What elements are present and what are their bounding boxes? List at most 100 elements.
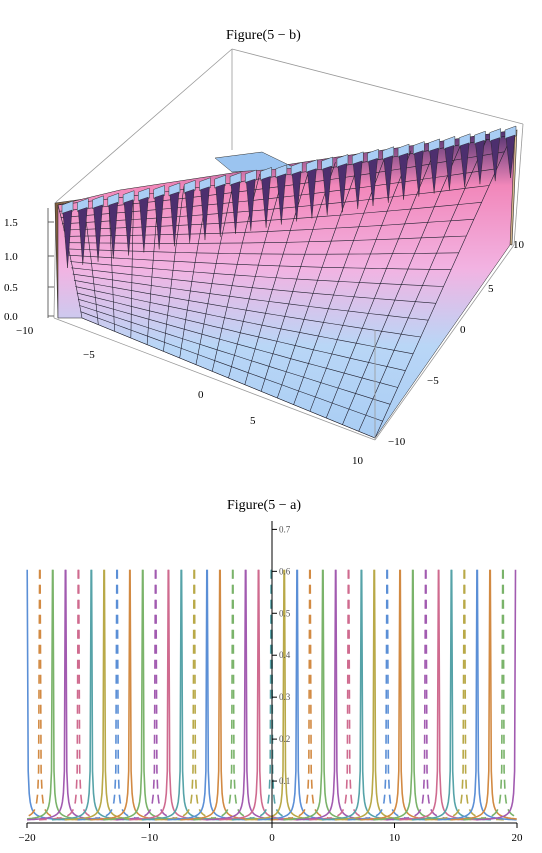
series-curve — [219, 569, 260, 821]
surface-spike — [353, 160, 363, 210]
mesh-line-v — [75, 286, 414, 355]
series-curve — [322, 569, 363, 821]
mesh-line-v — [79, 305, 391, 405]
series-curve — [128, 569, 169, 821]
series-curve — [463, 569, 504, 821]
z-tick-label: 0.0 — [4, 311, 18, 323]
surface-spike — [261, 176, 271, 228]
z-tick-label: 1.5 — [4, 217, 18, 229]
surface-spike — [307, 168, 317, 219]
series-curve — [502, 569, 518, 818]
series-curve — [411, 569, 452, 821]
surface-spike — [383, 155, 394, 203]
series-curve — [39, 569, 80, 821]
series-curve — [348, 569, 389, 821]
series-curve — [103, 569, 144, 821]
surface-spike — [78, 207, 88, 265]
mesh-line-u — [108, 197, 115, 332]
mesh-line-v — [63, 202, 482, 231]
x-tick-label: 10 — [352, 455, 364, 467]
series-curve — [283, 569, 324, 821]
series-curve — [155, 569, 196, 821]
series-curve — [167, 569, 208, 821]
series-curve — [335, 569, 376, 821]
series-curve — [38, 569, 79, 821]
surface-spike — [444, 145, 455, 191]
series-curve — [412, 569, 453, 821]
mesh-line-v — [69, 261, 444, 287]
series-curve — [270, 569, 311, 821]
series-curve — [373, 569, 414, 821]
series-curve — [180, 569, 221, 821]
surface-spike — [398, 152, 409, 200]
y-tick-label: 5 — [488, 283, 494, 295]
mesh-line-v — [81, 317, 376, 439]
y-tick-label: 0.5 — [279, 608, 291, 618]
x-tick-label: 10 — [389, 832, 401, 844]
series-curve — [193, 569, 234, 821]
mesh-line-u — [195, 177, 235, 365]
x-tick-label: −5 — [83, 349, 95, 361]
series-curve — [27, 569, 41, 817]
mesh-line-u — [130, 193, 134, 339]
series-curve — [129, 569, 170, 821]
mesh-line-v — [71, 267, 436, 304]
series-curve — [116, 569, 157, 821]
series-curve — [296, 569, 337, 821]
surface-spike — [337, 163, 348, 213]
surface-spike — [246, 178, 256, 231]
series-curve — [26, 569, 67, 821]
y-tick-label: 10 — [513, 239, 525, 251]
series-curve — [450, 569, 491, 821]
series-curve — [399, 569, 440, 821]
series-curve — [386, 569, 427, 821]
y-tick-label: 0.6 — [279, 566, 291, 576]
surface-spike — [322, 165, 332, 216]
x-tick-label: −10 — [141, 832, 159, 844]
mesh-line-v — [76, 292, 406, 371]
y-tick-label: −10 — [388, 436, 406, 448]
series-curve — [476, 569, 517, 821]
series-curve — [476, 569, 517, 821]
y-tick-label: 0.1 — [279, 776, 290, 786]
series-curve — [296, 569, 337, 821]
figure-5b-surface-plot: 0.0 0.5 1.0 1.5 −10 −5 0 5 10 10 5 0 −5 −10 — [4, 48, 525, 467]
series-curve — [321, 569, 362, 821]
series-curve — [399, 569, 440, 821]
series-curve — [257, 569, 298, 821]
series-curve — [231, 569, 272, 821]
series-curve — [167, 569, 208, 821]
series-curve — [27, 569, 67, 821]
surface-spike — [414, 150, 424, 197]
series-curve — [154, 569, 195, 821]
mesh-line-u — [228, 169, 286, 379]
surface-spike — [459, 142, 470, 188]
y-tick-label: 0.4 — [279, 650, 291, 660]
series-curve — [103, 569, 144, 821]
series-curve — [65, 569, 106, 821]
series-curve — [90, 569, 131, 821]
mesh-line-v — [67, 248, 459, 255]
surface-spike — [169, 191, 180, 247]
series-curve — [193, 569, 234, 821]
surface-spike — [291, 170, 302, 222]
surface-spike — [230, 181, 241, 234]
series-curve — [334, 569, 375, 821]
mesh-line-u — [309, 150, 412, 412]
x-tick-label: −20 — [18, 832, 36, 844]
series-curve — [77, 569, 118, 821]
mesh-line-u — [163, 185, 185, 352]
z-tick-label: 0.5 — [4, 282, 18, 294]
mesh-line-v — [68, 254, 452, 270]
series-curve — [373, 569, 414, 821]
series-curve — [386, 569, 427, 821]
surface-spike — [123, 199, 134, 256]
surface-spike — [215, 183, 225, 237]
figure-5b-title: Figure(5 − b) — [226, 28, 301, 43]
mesh-line-u — [244, 166, 311, 385]
series-curve — [438, 569, 479, 821]
series-curve — [232, 569, 273, 821]
y-axis: 10 5 0 −5 −10 — [388, 239, 525, 448]
mesh-line-v — [73, 280, 421, 338]
series-curve — [424, 569, 465, 821]
